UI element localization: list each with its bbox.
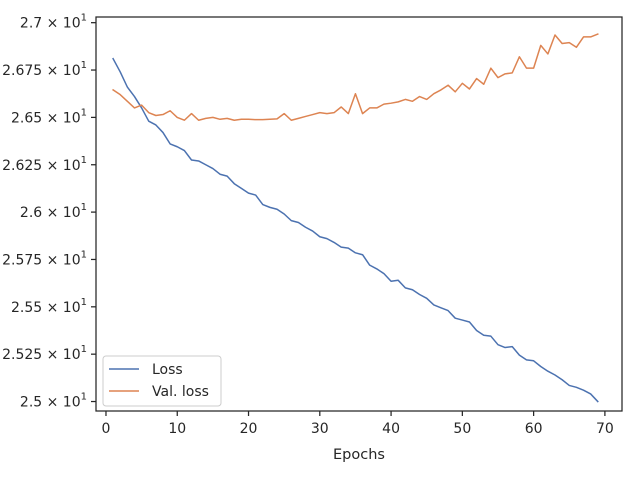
ticks-layer: 0 10 20 30 40 50 60 70 2.5 × 101 2.525 × 101 2.55 … — [2, 13, 614, 437]
x-tick-label: 70 — [596, 421, 614, 437]
legend: Loss Val. loss — [102, 355, 222, 407]
x-tick-label: 20 — [240, 421, 258, 437]
x-tick-label: 30 — [311, 421, 329, 437]
series-line-loss — [112, 57, 599, 403]
x-tick-label: 10 — [168, 421, 186, 437]
series-line-val-loss — [112, 33, 599, 121]
y-tick-label: 2.65 × 101 — [11, 107, 87, 126]
y-tick-label: 2.7 × 101 — [20, 13, 87, 32]
x-tick-label: 60 — [525, 421, 543, 437]
y-tick-label: 2.525 × 101 — [2, 344, 87, 363]
y-tick-label: 2.575 × 101 — [2, 249, 87, 268]
legend-label-val-loss: Val. loss — [152, 384, 209, 400]
y-tick-label: 2.625 × 101 — [2, 155, 87, 174]
y-tick-label: 2.6 × 101 — [20, 202, 87, 221]
y-tick-label: 2.55 × 101 — [11, 297, 87, 316]
y-tick-label: 2.5 × 101 — [20, 392, 87, 411]
x-tick-label: 0 — [102, 421, 111, 437]
x-tick-label: 40 — [382, 421, 400, 437]
y-tick-label: 2.675 × 101 — [2, 60, 87, 79]
legend-label-loss: Loss — [152, 362, 183, 378]
lines-layer — [112, 33, 599, 403]
plot-frame — [95, 16, 623, 412]
x-axis-label: Epochs — [333, 447, 385, 463]
x-tick-label: 50 — [453, 421, 471, 437]
